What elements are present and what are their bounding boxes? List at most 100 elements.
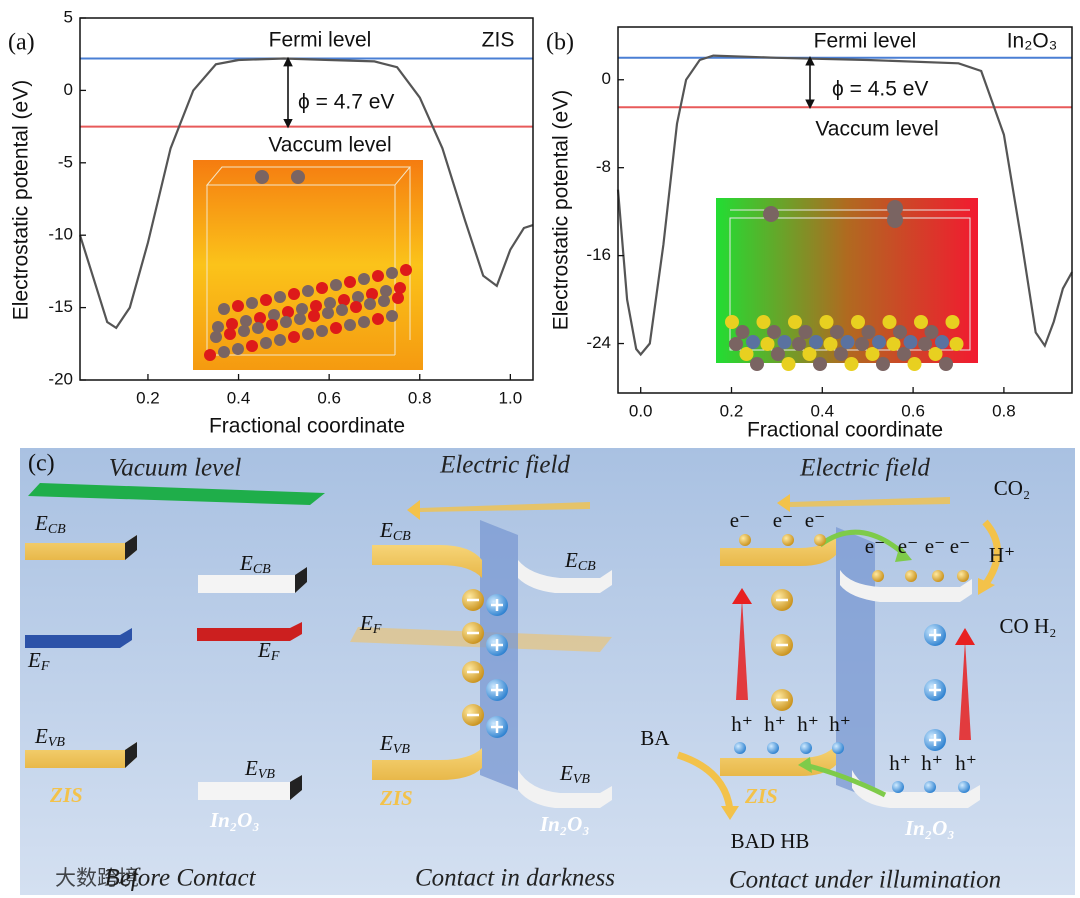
- atom: [268, 309, 280, 321]
- annotation: Vaccum level: [268, 134, 391, 157]
- symbol: E: [34, 724, 48, 748]
- subscript: VB: [573, 772, 591, 787]
- carrier: [832, 742, 844, 754]
- label: e⁻: [898, 534, 918, 558]
- atom: [282, 306, 294, 318]
- atom: [746, 335, 760, 349]
- atom: [352, 291, 364, 303]
- energy-level-label: EF: [27, 648, 50, 674]
- y-tick-label: -10: [48, 225, 73, 244]
- subscript: F: [40, 659, 50, 674]
- atom: [296, 303, 308, 315]
- subscript: F: [270, 649, 280, 664]
- energy-level-label: EVB: [559, 761, 590, 787]
- label: Vacuum level: [109, 455, 242, 482]
- atom: [350, 301, 362, 313]
- y-tick-label: -5: [58, 152, 73, 171]
- atom: [252, 322, 264, 334]
- atom: [336, 304, 348, 316]
- atom: [928, 347, 943, 361]
- atom: [204, 349, 216, 361]
- label: h⁺: [764, 712, 786, 736]
- atom: [246, 340, 258, 352]
- atom: [246, 297, 258, 309]
- atom: [756, 315, 771, 329]
- symbol: E: [257, 638, 271, 662]
- band-slabs: [25, 535, 307, 800]
- potential-line: [616, 54, 1073, 357]
- carrier: [872, 570, 884, 582]
- atom: [338, 294, 350, 306]
- annotation: Fermi level: [814, 30, 917, 53]
- atom: [260, 337, 272, 349]
- label: CO₂: [994, 476, 1031, 500]
- annotation: ϕ = 4.7 eV: [298, 91, 394, 114]
- atom: [330, 322, 342, 334]
- band-slabs: [676, 494, 1001, 820]
- label: Contact in darkness: [415, 865, 615, 892]
- atom: [392, 292, 404, 304]
- label: e⁻: [925, 534, 945, 558]
- y-tick-label: -20: [48, 369, 73, 388]
- symbol: E: [244, 756, 258, 780]
- atom: [266, 319, 278, 331]
- atom: [344, 319, 356, 331]
- atom: [834, 347, 848, 361]
- atom: [771, 347, 785, 361]
- label: In₂O₃: [209, 808, 260, 832]
- atom: [945, 315, 960, 329]
- subscript: CB: [253, 562, 271, 577]
- atom: [739, 347, 754, 361]
- subscript: VB: [48, 735, 66, 750]
- label: ZIS: [744, 784, 778, 808]
- label: e⁻: [773, 508, 793, 532]
- atom: [358, 316, 370, 328]
- annotation: ϕ = 4.5 eV: [832, 78, 928, 101]
- symbol: E: [564, 548, 578, 572]
- atom: [840, 335, 855, 349]
- label: Electric field: [439, 452, 570, 479]
- x-axis-label: Fractional coordinate: [209, 415, 405, 438]
- carrier: [958, 781, 970, 793]
- x-tick-label: 0.2: [136, 388, 160, 407]
- panel-label: (b): [546, 30, 574, 56]
- atom: [924, 325, 939, 339]
- label: BAD HB: [731, 829, 810, 853]
- atom: [316, 282, 328, 294]
- atom: [302, 328, 314, 340]
- subscript: CB: [48, 522, 66, 537]
- label: e⁻: [865, 534, 885, 558]
- label: Electric field: [799, 455, 930, 482]
- y-tick-label: -15: [48, 297, 73, 316]
- label: CO H₂: [1000, 614, 1057, 638]
- y-axis-label: Electrostatic potental (eV): [550, 90, 573, 330]
- plot-frame: [79, 17, 534, 381]
- atom: [288, 331, 300, 343]
- carrier: [957, 570, 969, 582]
- atom: [218, 303, 230, 315]
- label: e⁻: [950, 534, 970, 558]
- atom: [224, 328, 236, 340]
- symbol: E: [379, 731, 393, 755]
- atom: [861, 325, 876, 339]
- carrier: [924, 781, 936, 793]
- atom: [364, 298, 376, 310]
- atom: [792, 337, 806, 351]
- atom: [802, 347, 817, 361]
- symbol: E: [359, 611, 373, 635]
- atom: [308, 310, 320, 322]
- y-tick-label: 0: [602, 69, 611, 88]
- atom: [830, 325, 844, 339]
- energy-level-label: EF: [359, 611, 382, 637]
- atom: [949, 337, 964, 351]
- atom: [809, 335, 823, 349]
- atom: [907, 357, 922, 371]
- carrier: [814, 534, 826, 546]
- atom: [760, 337, 775, 351]
- label: 大数跨境: [55, 866, 139, 890]
- carrier: [892, 781, 904, 793]
- atom: [316, 325, 328, 337]
- atom: [767, 325, 781, 339]
- label: h⁺: [955, 751, 977, 775]
- carrier: [739, 534, 751, 546]
